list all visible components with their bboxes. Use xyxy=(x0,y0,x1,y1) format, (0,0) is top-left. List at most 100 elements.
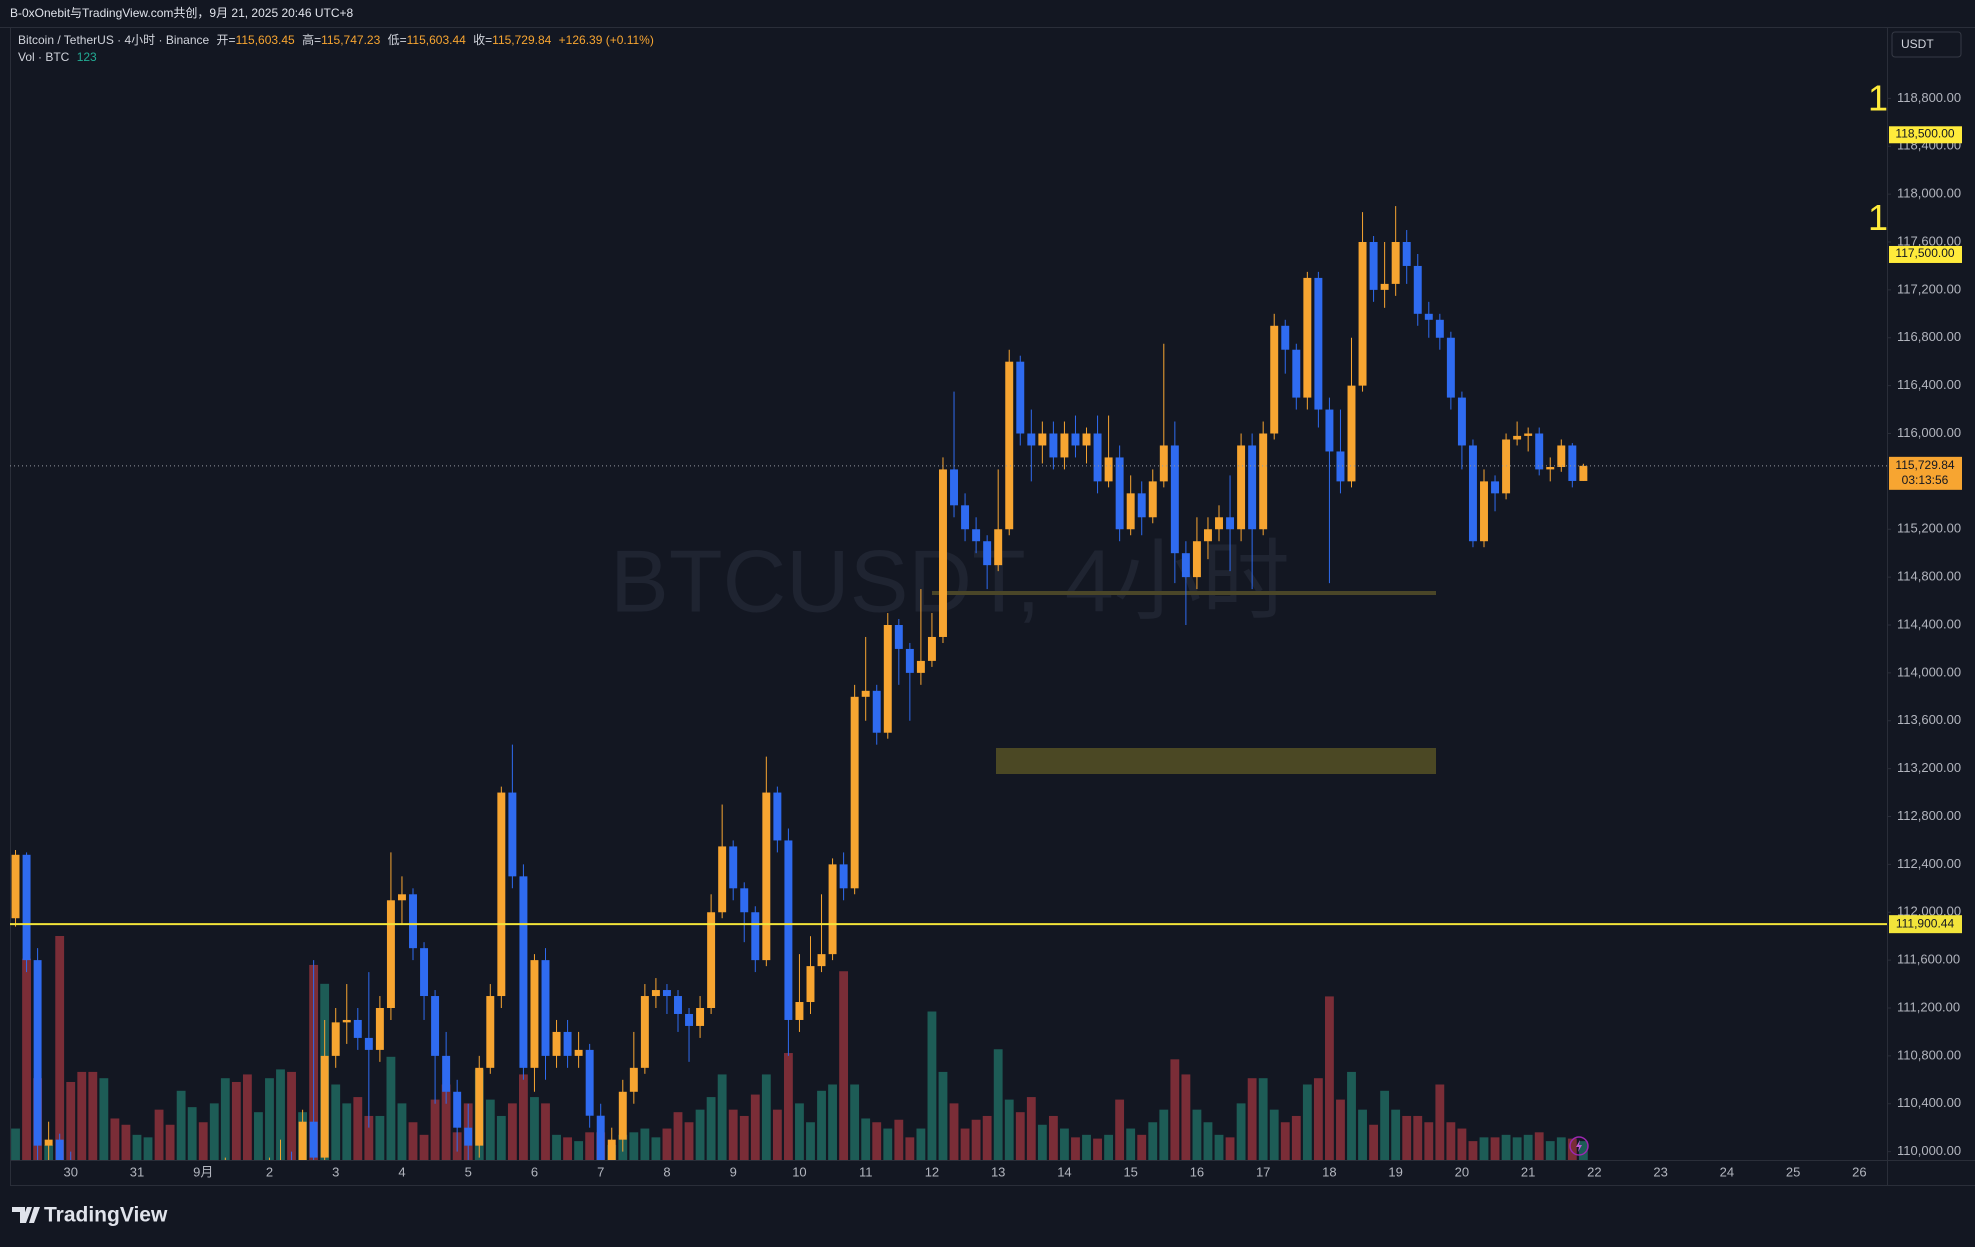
candle-body xyxy=(1424,313,1433,320)
legend-row: Bitcoin / TetherUS · 4小时 · Binance 开=115… xyxy=(18,32,654,47)
volume-bar xyxy=(530,1097,539,1160)
volume-bar xyxy=(287,1071,296,1160)
volume-bar xyxy=(176,1090,186,1160)
volume-bar xyxy=(640,1128,650,1160)
x-tick-label: 2 xyxy=(266,1164,273,1179)
y-tick-label: 114,000.00 xyxy=(1897,664,1961,679)
candle-body xyxy=(1170,445,1179,554)
volume-bar xyxy=(706,1097,716,1160)
volume-bar xyxy=(684,1122,694,1160)
ohlc-key: 高= xyxy=(302,32,321,47)
volume-bar xyxy=(441,1084,451,1160)
currency[interactable]: USDT xyxy=(1901,37,1934,51)
x-tick-label: 3 xyxy=(332,1164,339,1179)
candle-body xyxy=(353,1019,362,1038)
brand[interactable]: TradingView xyxy=(44,1204,168,1227)
volume-bar xyxy=(1391,1109,1401,1160)
events-icon-bolt xyxy=(1576,1140,1582,1152)
currency-box[interactable] xyxy=(1891,31,1962,58)
x-tick-label: 19 xyxy=(1388,1164,1402,1179)
volume-bar xyxy=(1424,1122,1434,1160)
candle-body xyxy=(662,990,671,997)
volume-bar xyxy=(1015,1112,1025,1160)
volume-bar xyxy=(574,1141,584,1160)
candle-body xyxy=(651,990,660,997)
candle-body xyxy=(442,1055,451,1092)
candle-body xyxy=(364,1037,373,1050)
y-tick-label: 113,200.00 xyxy=(1897,760,1961,775)
x-tick-label: 4 xyxy=(398,1164,405,1179)
candle-body xyxy=(773,792,782,841)
ohlc-value: 115,747.23 xyxy=(321,33,380,47)
countdown: 03:13:56 xyxy=(1902,473,1949,487)
candle-body xyxy=(1027,433,1036,446)
volume-bar xyxy=(772,1109,782,1160)
top-bar xyxy=(0,0,1975,27)
volume-bar xyxy=(850,1084,860,1160)
candle-body xyxy=(828,864,837,955)
candle-body xyxy=(331,1022,340,1056)
volume-bar xyxy=(1578,1141,1588,1160)
volume-bar xyxy=(839,971,849,1160)
candle-body xyxy=(475,1067,484,1146)
candle-body xyxy=(1060,433,1069,458)
volume-bar xyxy=(1037,1124,1047,1160)
volume-bar xyxy=(88,1071,98,1160)
candle-body xyxy=(806,966,815,1003)
candle-body xyxy=(1137,493,1146,518)
volume-bar xyxy=(430,1099,440,1160)
volume-bar xyxy=(541,1103,550,1160)
candle-body xyxy=(1347,385,1356,482)
volume-bar xyxy=(386,1056,396,1160)
candle-body xyxy=(22,854,31,961)
candle-body xyxy=(784,840,793,1020)
candle-body xyxy=(983,541,992,566)
candle-body xyxy=(1104,457,1113,482)
candle-body xyxy=(1391,242,1400,284)
alert-label: 118,500.00 xyxy=(1895,126,1954,140)
volume-bar xyxy=(806,1122,815,1160)
candle-body xyxy=(861,690,870,697)
volume-bar xyxy=(397,1103,407,1160)
volume-bar xyxy=(231,1081,241,1160)
ohlc-key: 低= xyxy=(388,33,407,47)
volume-name: Vol · BTC xyxy=(18,50,70,64)
volume-bar xyxy=(1148,1122,1158,1160)
candle-body xyxy=(950,469,958,506)
volume-bar xyxy=(1093,1138,1102,1160)
candle-body xyxy=(309,1121,318,1158)
candle-body xyxy=(55,1139,64,1160)
candle-body xyxy=(409,894,417,949)
volume-bar xyxy=(872,1122,882,1160)
volume-bar xyxy=(1347,1071,1356,1160)
candle-body xyxy=(585,1049,594,1116)
volume-bar xyxy=(1071,1137,1080,1160)
volume-bar xyxy=(1280,1122,1290,1160)
events-icon[interactable] xyxy=(1569,1136,1589,1156)
volume-bar xyxy=(1468,1141,1478,1160)
watermark: BTCUSDT, 4小时 xyxy=(610,531,1290,630)
candle-body xyxy=(972,529,981,542)
candle-body xyxy=(740,888,749,913)
candle-body xyxy=(1457,397,1466,446)
y-tick-label: 116,000.00 xyxy=(1897,425,1961,440)
y-tick-label: 112,000.00 xyxy=(1897,904,1961,919)
candle-body xyxy=(1259,433,1268,530)
candle-body xyxy=(1491,481,1500,494)
volume-bar xyxy=(1181,1074,1191,1160)
x-tick-label: 18 xyxy=(1322,1164,1336,1179)
volume-bar xyxy=(1104,1134,1114,1160)
volume-bar xyxy=(1026,1097,1036,1160)
volume-bar xyxy=(187,1107,197,1160)
candle-body xyxy=(342,1019,351,1023)
volume-bar xyxy=(1358,1109,1367,1160)
last-price-badge xyxy=(1889,456,1962,490)
volume-bar xyxy=(242,1074,252,1160)
volume-bar xyxy=(1236,1103,1246,1160)
candle-body xyxy=(508,792,517,877)
candle-body xyxy=(1071,433,1080,446)
volume-bar xyxy=(419,1134,429,1160)
candle-body xyxy=(1314,277,1323,410)
candle-body xyxy=(1049,433,1058,458)
